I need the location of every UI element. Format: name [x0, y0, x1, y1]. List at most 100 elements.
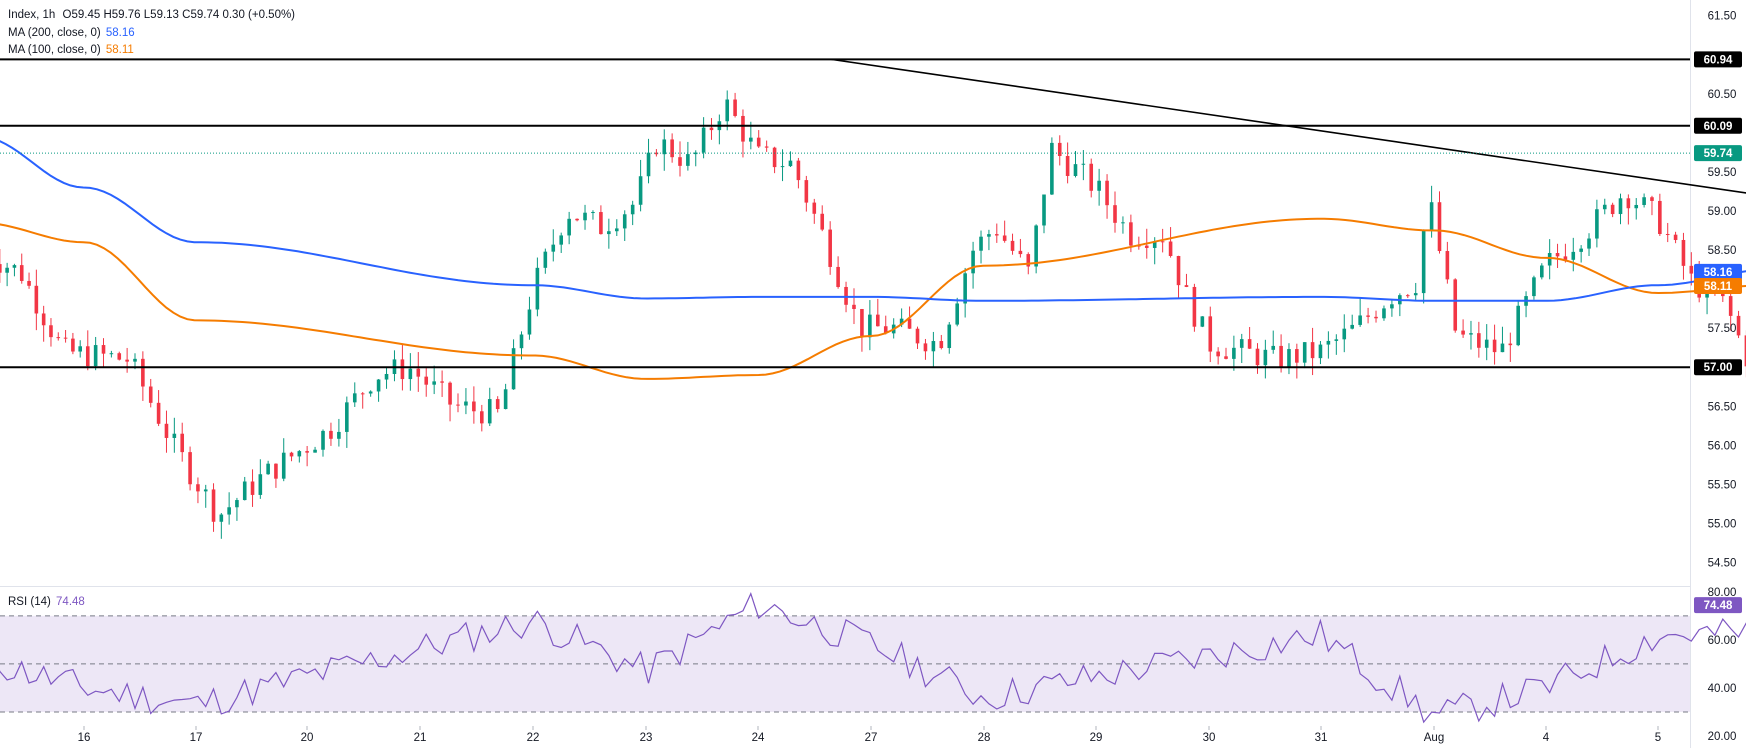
candle-up — [227, 507, 231, 515]
rsi-tick-label: 60.00 — [1708, 635, 1737, 647]
price-tags: 60.94 60.09 59.74 58.16 58.11 57.00 74.48 — [1694, 51, 1742, 614]
candle-down — [1057, 142, 1062, 156]
candle-up — [1073, 164, 1078, 176]
ma200-tag-bg — [1694, 263, 1742, 280]
current-price-tag-bg — [1694, 145, 1742, 162]
candle-up — [203, 489, 208, 492]
x-tick-label: 5 — [1655, 732, 1661, 744]
candle-down — [101, 345, 106, 354]
candle-up — [266, 463, 270, 475]
x-tick-label: 23 — [640, 732, 653, 744]
low-label: L — [143, 9, 151, 21]
x-tick-label: 4 — [1543, 732, 1550, 744]
candle-down — [1626, 198, 1631, 209]
candle-up — [432, 381, 436, 385]
candle-up — [591, 212, 595, 214]
candle-down — [796, 160, 801, 181]
candle-down — [156, 402, 161, 424]
candle-down — [289, 452, 294, 457]
x-tick-label: 28 — [978, 732, 991, 744]
price-tick-label: 56.00 — [1708, 440, 1737, 452]
x-tick-label: 22 — [527, 732, 540, 744]
candle-up — [1587, 238, 1591, 249]
candle-up — [1602, 204, 1607, 210]
trendline — [831, 58, 1746, 194]
ma100-tag-bg — [1694, 277, 1742, 294]
price-tick-label: 55.50 — [1708, 479, 1737, 491]
x-tick-label: 20 — [301, 732, 314, 744]
price-tick-label: 54.50 — [1708, 558, 1737, 570]
candle-up — [1634, 204, 1639, 209]
candle-up — [1540, 265, 1544, 278]
candle-down — [1224, 356, 1228, 359]
candle-down — [733, 99, 737, 116]
candle-down — [852, 304, 856, 310]
current-price-tag: 59.74 — [1704, 148, 1733, 160]
candle-up — [947, 324, 952, 349]
rsi-label: RSI (14) — [8, 596, 51, 608]
candle-down — [63, 337, 68, 339]
candle-up — [686, 154, 690, 166]
candle-up — [1642, 197, 1646, 205]
candle-down — [1405, 295, 1410, 297]
candle-down — [1728, 296, 1733, 316]
candle-up — [535, 267, 540, 310]
candle-up — [1200, 316, 1205, 327]
candle-down — [1247, 339, 1252, 349]
candle-up — [511, 348, 516, 390]
candle-down — [876, 314, 880, 327]
candle-down — [1461, 330, 1465, 335]
level-tag-60-94-bg — [1694, 51, 1742, 68]
candle-up — [1050, 142, 1054, 195]
candle-up — [899, 318, 904, 325]
candle-down — [1026, 254, 1031, 267]
candle-up — [979, 236, 983, 251]
candle-down — [1216, 351, 1220, 357]
rsi-tick-label: 80.00 — [1708, 587, 1737, 599]
candle-down — [0, 264, 2, 273]
axes: 61.50 60.50 59.50 59.00 58.50 57.50 56.50 56.00… — [78, 11, 1737, 744]
candle-up — [172, 433, 177, 438]
candle-up — [235, 500, 239, 508]
candle-up — [519, 334, 524, 349]
candle-down — [141, 358, 145, 387]
legend-main: Index, 1h O59.45 H59.76 L59.13 C59.74 0.… — [8, 9, 295, 21]
candle-down — [907, 318, 912, 329]
x-tick-label: 17 — [190, 732, 203, 744]
level-tag-60-94: 60.94 — [1704, 54, 1733, 66]
price-tick-label: 55.00 — [1708, 518, 1737, 530]
price-tick-label: 57.50 — [1708, 323, 1737, 335]
candle-down — [125, 359, 129, 362]
candle-down — [939, 341, 944, 349]
candle-up — [662, 139, 667, 155]
candle-up — [5, 267, 9, 273]
candle-up — [219, 514, 224, 522]
candle-down — [456, 404, 460, 406]
ma200-tag: 58.16 — [1704, 267, 1733, 279]
x-tick-label: 31 — [1315, 732, 1328, 744]
candle-up — [543, 251, 548, 268]
candle-up — [376, 379, 381, 392]
candle-up — [1469, 333, 1473, 335]
candle-up — [408, 368, 413, 380]
candle-up — [1042, 194, 1046, 226]
candle-up — [868, 314, 872, 338]
candle-up — [780, 166, 785, 168]
candle-up — [313, 449, 317, 453]
candle-down — [772, 147, 777, 168]
candle-down — [709, 127, 714, 131]
candle-up — [1239, 339, 1244, 348]
candle-down — [274, 463, 278, 479]
candle-down — [883, 326, 888, 334]
candle-down — [19, 265, 24, 281]
ma200-line — [0, 140, 1746, 302]
candle-down — [828, 229, 832, 267]
candle-down — [495, 399, 500, 410]
candle-down — [994, 234, 999, 236]
candle-down — [1168, 241, 1173, 256]
candle-up — [551, 244, 556, 252]
candle-up — [788, 160, 793, 167]
candle-up — [749, 137, 753, 142]
candle-down — [34, 285, 39, 314]
